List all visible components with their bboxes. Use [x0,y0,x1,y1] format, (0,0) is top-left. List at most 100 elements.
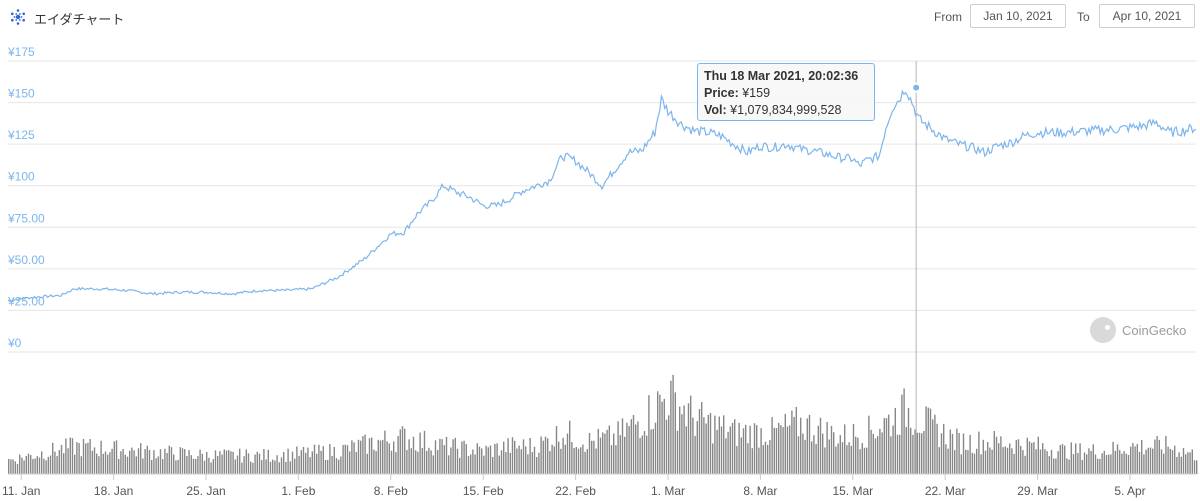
volume-bar [96,453,98,474]
volume-bar [1127,455,1130,474]
volume-bar [1006,447,1009,474]
volume-bar [423,430,426,474]
volume-bar [1108,454,1110,474]
volume-bar [21,457,23,474]
x-tick-label: 25. Jan [186,484,225,498]
volume-bar [276,455,278,474]
volume-bar [60,444,63,474]
volume-bar [841,442,844,474]
volume-bar [67,448,69,474]
volume-bar [826,422,828,474]
volume-bar [782,427,784,474]
to-date-input[interactable]: Apr 10, 2021 [1099,4,1195,28]
volume-bar [203,460,206,474]
volume-bar [866,447,868,474]
volume-bar [201,453,203,474]
volume-bar [338,459,340,474]
volume-bar [1002,447,1004,474]
volume-bar [434,440,437,474]
volume-bar [795,406,797,474]
volume-bar [342,445,344,474]
volume-bar [811,441,813,474]
volume-bar [923,431,925,474]
volume-bar [1057,451,1059,474]
volume-bar [582,444,584,474]
volume-bar [124,454,126,474]
volume-bar [291,451,294,474]
volume-bar [397,436,399,474]
from-date-input[interactable]: Jan 10, 2021 [970,4,1066,28]
volume-bar [808,414,811,474]
volume-bar [355,452,357,474]
volume-bar [80,456,82,474]
volume-bar [74,454,76,474]
volume-bar [254,454,256,474]
volume-bar [630,419,632,474]
volume-bar [52,442,54,474]
volume-bar [648,395,650,474]
volume-bar [764,441,767,474]
volume-bar [947,448,949,474]
volume-bar [375,451,377,474]
volume-bar [674,392,676,474]
volume-bar [868,415,870,474]
volume-bar [368,438,371,474]
volume-bar [353,442,355,474]
volume-bar [789,425,791,474]
volume-bar [593,440,595,474]
volume-bar [925,406,927,474]
volume-bar [672,374,674,474]
volume-bar [459,457,461,474]
volume-bar [646,435,648,474]
volume-bar [107,454,109,474]
volume-bar [586,449,588,474]
volume-bar [1114,450,1116,474]
volume-bar [756,425,758,474]
volume-bar [806,418,808,474]
volume-bar [298,455,300,474]
volume-bar [844,424,846,474]
x-tick-label: 1. Feb [281,484,315,498]
volume-bar [877,436,879,474]
volume-bar [1086,454,1088,474]
volume-bar [38,457,41,474]
volume-bar [166,453,168,474]
volume-bar [258,453,261,474]
volume-bar [346,445,349,474]
volume-bar [577,448,580,474]
volume-bar [650,429,652,474]
volume-bar [58,450,60,474]
volume-bar [536,457,538,474]
volume-bar [382,439,384,474]
volume-bar [1138,451,1141,474]
volume-bar [742,428,745,474]
volume-bar [1028,441,1031,474]
volume-bar [692,417,694,474]
volume-bar [927,407,929,474]
volume-bar [1079,443,1081,474]
volume-bar [538,452,540,474]
volume-bar [892,425,894,474]
volume-bar [1061,444,1064,474]
volume-bar [445,436,448,474]
volume-bar [49,455,52,474]
volume-bar [566,433,569,474]
volume-bar [890,436,892,474]
volume-bar [32,459,34,474]
volume-bar [503,441,505,474]
volume-bar [709,412,712,474]
volume-bar [267,449,269,474]
volume-bar [967,450,969,474]
volume-bar [938,447,940,474]
volume-bar [311,451,313,474]
volume-bar [621,418,624,474]
volume-bar [837,443,839,474]
volume-bar [815,444,817,474]
volume-bar [135,456,137,474]
volume-bar [164,448,166,474]
volume-bar [813,435,815,474]
volume-bar [780,425,782,474]
volume-bar [1116,444,1119,474]
volume-bar [1026,437,1028,474]
